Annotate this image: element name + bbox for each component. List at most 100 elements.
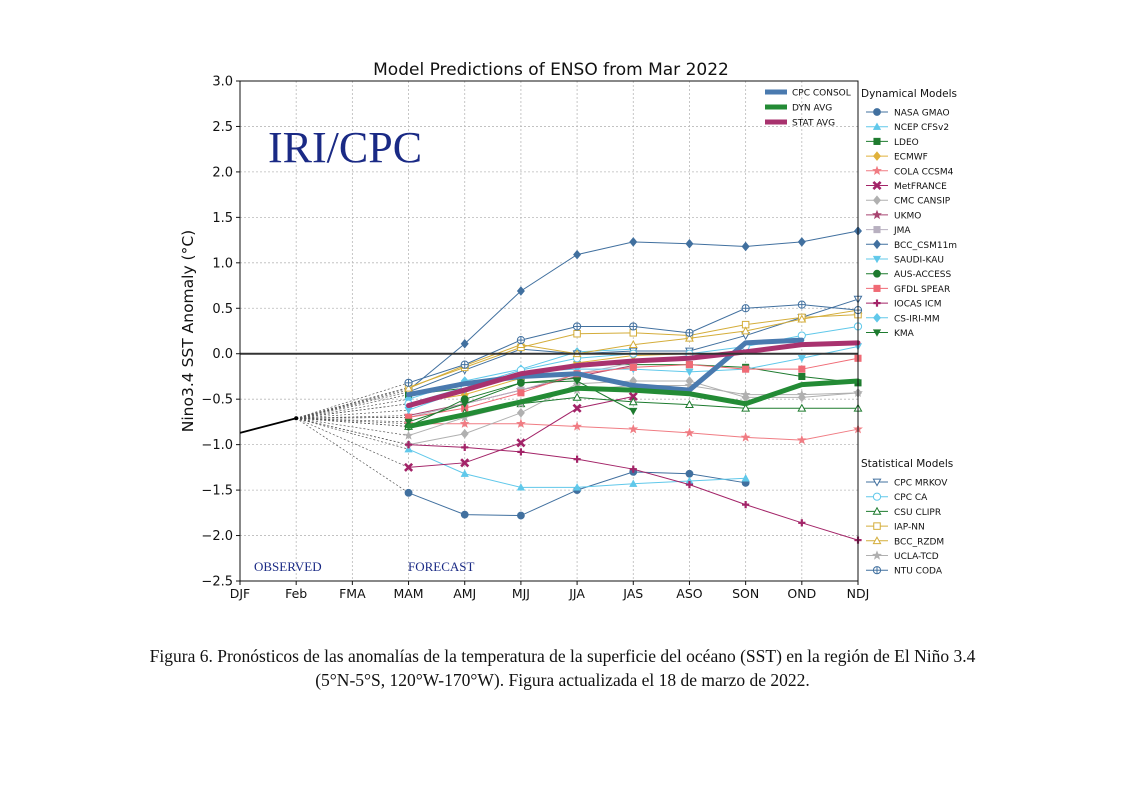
data-point (517, 511, 525, 520)
fan-line (296, 417, 409, 468)
data-point (629, 363, 637, 371)
caption-line-2: (5°N-5°S, 120°W-170°W). Figura actualiza… (315, 670, 810, 690)
data-point (742, 501, 750, 509)
data-point (685, 361, 693, 369)
data-point (460, 469, 469, 477)
data-point (517, 389, 525, 397)
legend-label-cpc-consol: CPC CONSOL (792, 89, 851, 99)
legend-label-ecmwf: ECMWF (894, 153, 928, 163)
figure-caption: Figura 6. Pronósticos de las anomalías d… (40, 644, 1085, 692)
legend-label-cola-ccsm4: COLA CCSM4 (894, 167, 954, 177)
x-tick-label: ASO (676, 586, 702, 601)
y-tick-label: −2.0 (201, 529, 233, 544)
data-point (572, 483, 582, 491)
legend-label-ldeo: LDEO (894, 138, 919, 148)
legend-marker-cpc-mrkov (872, 478, 882, 487)
data-point (629, 479, 638, 487)
data-point (516, 335, 526, 345)
x-tick-label: DJF (230, 586, 251, 601)
legend-marker-ecmwf (873, 151, 881, 161)
legend-label-bcc-rzdm: BCC_RZDM (894, 537, 944, 547)
y-tick-label: 1.5 (212, 211, 233, 226)
data-point (797, 237, 806, 247)
y-tick-label: 1.0 (212, 256, 233, 271)
data-point (460, 458, 470, 468)
data-point (796, 434, 807, 445)
data-point (798, 519, 806, 527)
fan-line (295, 417, 409, 494)
legend-title-dynamical-models: Dynamical Models (861, 88, 957, 100)
data-point (404, 441, 413, 449)
fan-line (296, 403, 409, 419)
y-tick-label: −0.5 (201, 393, 233, 408)
data-point (796, 389, 807, 399)
fan-line (296, 391, 409, 419)
data-point (742, 365, 750, 373)
x-tick-label: JAS (622, 586, 643, 601)
series-metfrance (404, 391, 638, 472)
legend-label-csu-clipr: CSU CLIPR (894, 508, 941, 518)
data-point (797, 403, 807, 412)
data-point (741, 304, 750, 313)
data-point (404, 378, 413, 387)
x-tick-label: MAM (393, 586, 423, 601)
legend-label-ntu-coda: NTU CODA (894, 567, 943, 577)
data-point (404, 383, 413, 392)
fan-line (296, 417, 409, 419)
data-point (629, 237, 638, 247)
x-tick-label: SON (732, 586, 759, 601)
data-point (741, 241, 750, 252)
data-point (516, 408, 525, 418)
observed-line (239, 417, 297, 434)
x-tick-label: Feb (285, 586, 307, 601)
legend-marker-jma (873, 226, 881, 234)
legend-label-kma: KMA (894, 329, 915, 339)
legend-marker-metfrance (872, 180, 882, 191)
data-point (573, 249, 582, 260)
fan-line (296, 417, 409, 425)
series-ncep-cfsv2 (404, 444, 750, 491)
legend-title-statistical-models: Statistical Models (861, 458, 953, 470)
legend-marker-iap-nn (873, 522, 881, 530)
legend-label-dyn-avg: DYN AVG (792, 104, 832, 114)
data-point (517, 448, 525, 456)
legend-label-ncep-cfsv2: NCEP CFSv2 (894, 123, 949, 133)
data-point (516, 340, 526, 349)
observed-label: OBSERVED (254, 559, 322, 574)
data-point (685, 333, 694, 342)
fan-line (296, 389, 409, 419)
series-nasa-gmao (404, 468, 750, 520)
fan-line (296, 394, 409, 419)
legend-label-aus-access: AUS-ACCESS (894, 270, 951, 280)
y-tick-label: 0.0 (212, 347, 233, 362)
legend-label-iocas-icm: IOCAS ICM (894, 300, 941, 310)
legend-marker-aus-access (873, 269, 881, 278)
legend-label-cpc-mrkov: CPC MRKOV (894, 479, 948, 489)
x-tick-label: OND (787, 586, 816, 601)
data-point (628, 391, 638, 401)
data-point (572, 421, 583, 431)
data-point (629, 407, 638, 416)
data-point (572, 392, 582, 401)
legend-marker-bcc-rzdm (872, 536, 882, 545)
legend-label-bcc-csm11m: BCC_CSM11m (894, 241, 957, 251)
avg-line (406, 340, 861, 409)
legend-label-saudi-kau: SAUDI-KAU (894, 256, 944, 266)
legend-label-gfdl-spear: GFDL SPEAR (894, 285, 950, 295)
data-point (685, 238, 694, 249)
y-tick-label: −1.0 (201, 438, 233, 453)
legend: CPC CONSOL DYN AVG STAT AVG Dynamical Model… (765, 88, 957, 577)
legend-label-cs-iri-mm: CS-IRI-MM (894, 314, 940, 324)
plot-frame (239, 80, 859, 582)
data-point (404, 488, 413, 497)
data-point (685, 328, 694, 337)
fan-line (296, 387, 409, 419)
data-point (404, 462, 414, 472)
fan-line (296, 415, 409, 419)
average-lines (406, 337, 861, 429)
enso-chart: 3.0 2.5 2.0 1.5 1.0 0.5 0.0 −0.5 −1.0 −1.5 −2.0 −2.… (179, 60, 957, 601)
legend-label-stat-avg: STAT AVG (792, 119, 835, 129)
legend-marker-ntu-coda (872, 566, 882, 575)
legend-marker-ldeo (873, 137, 881, 145)
fan-line (296, 417, 409, 423)
